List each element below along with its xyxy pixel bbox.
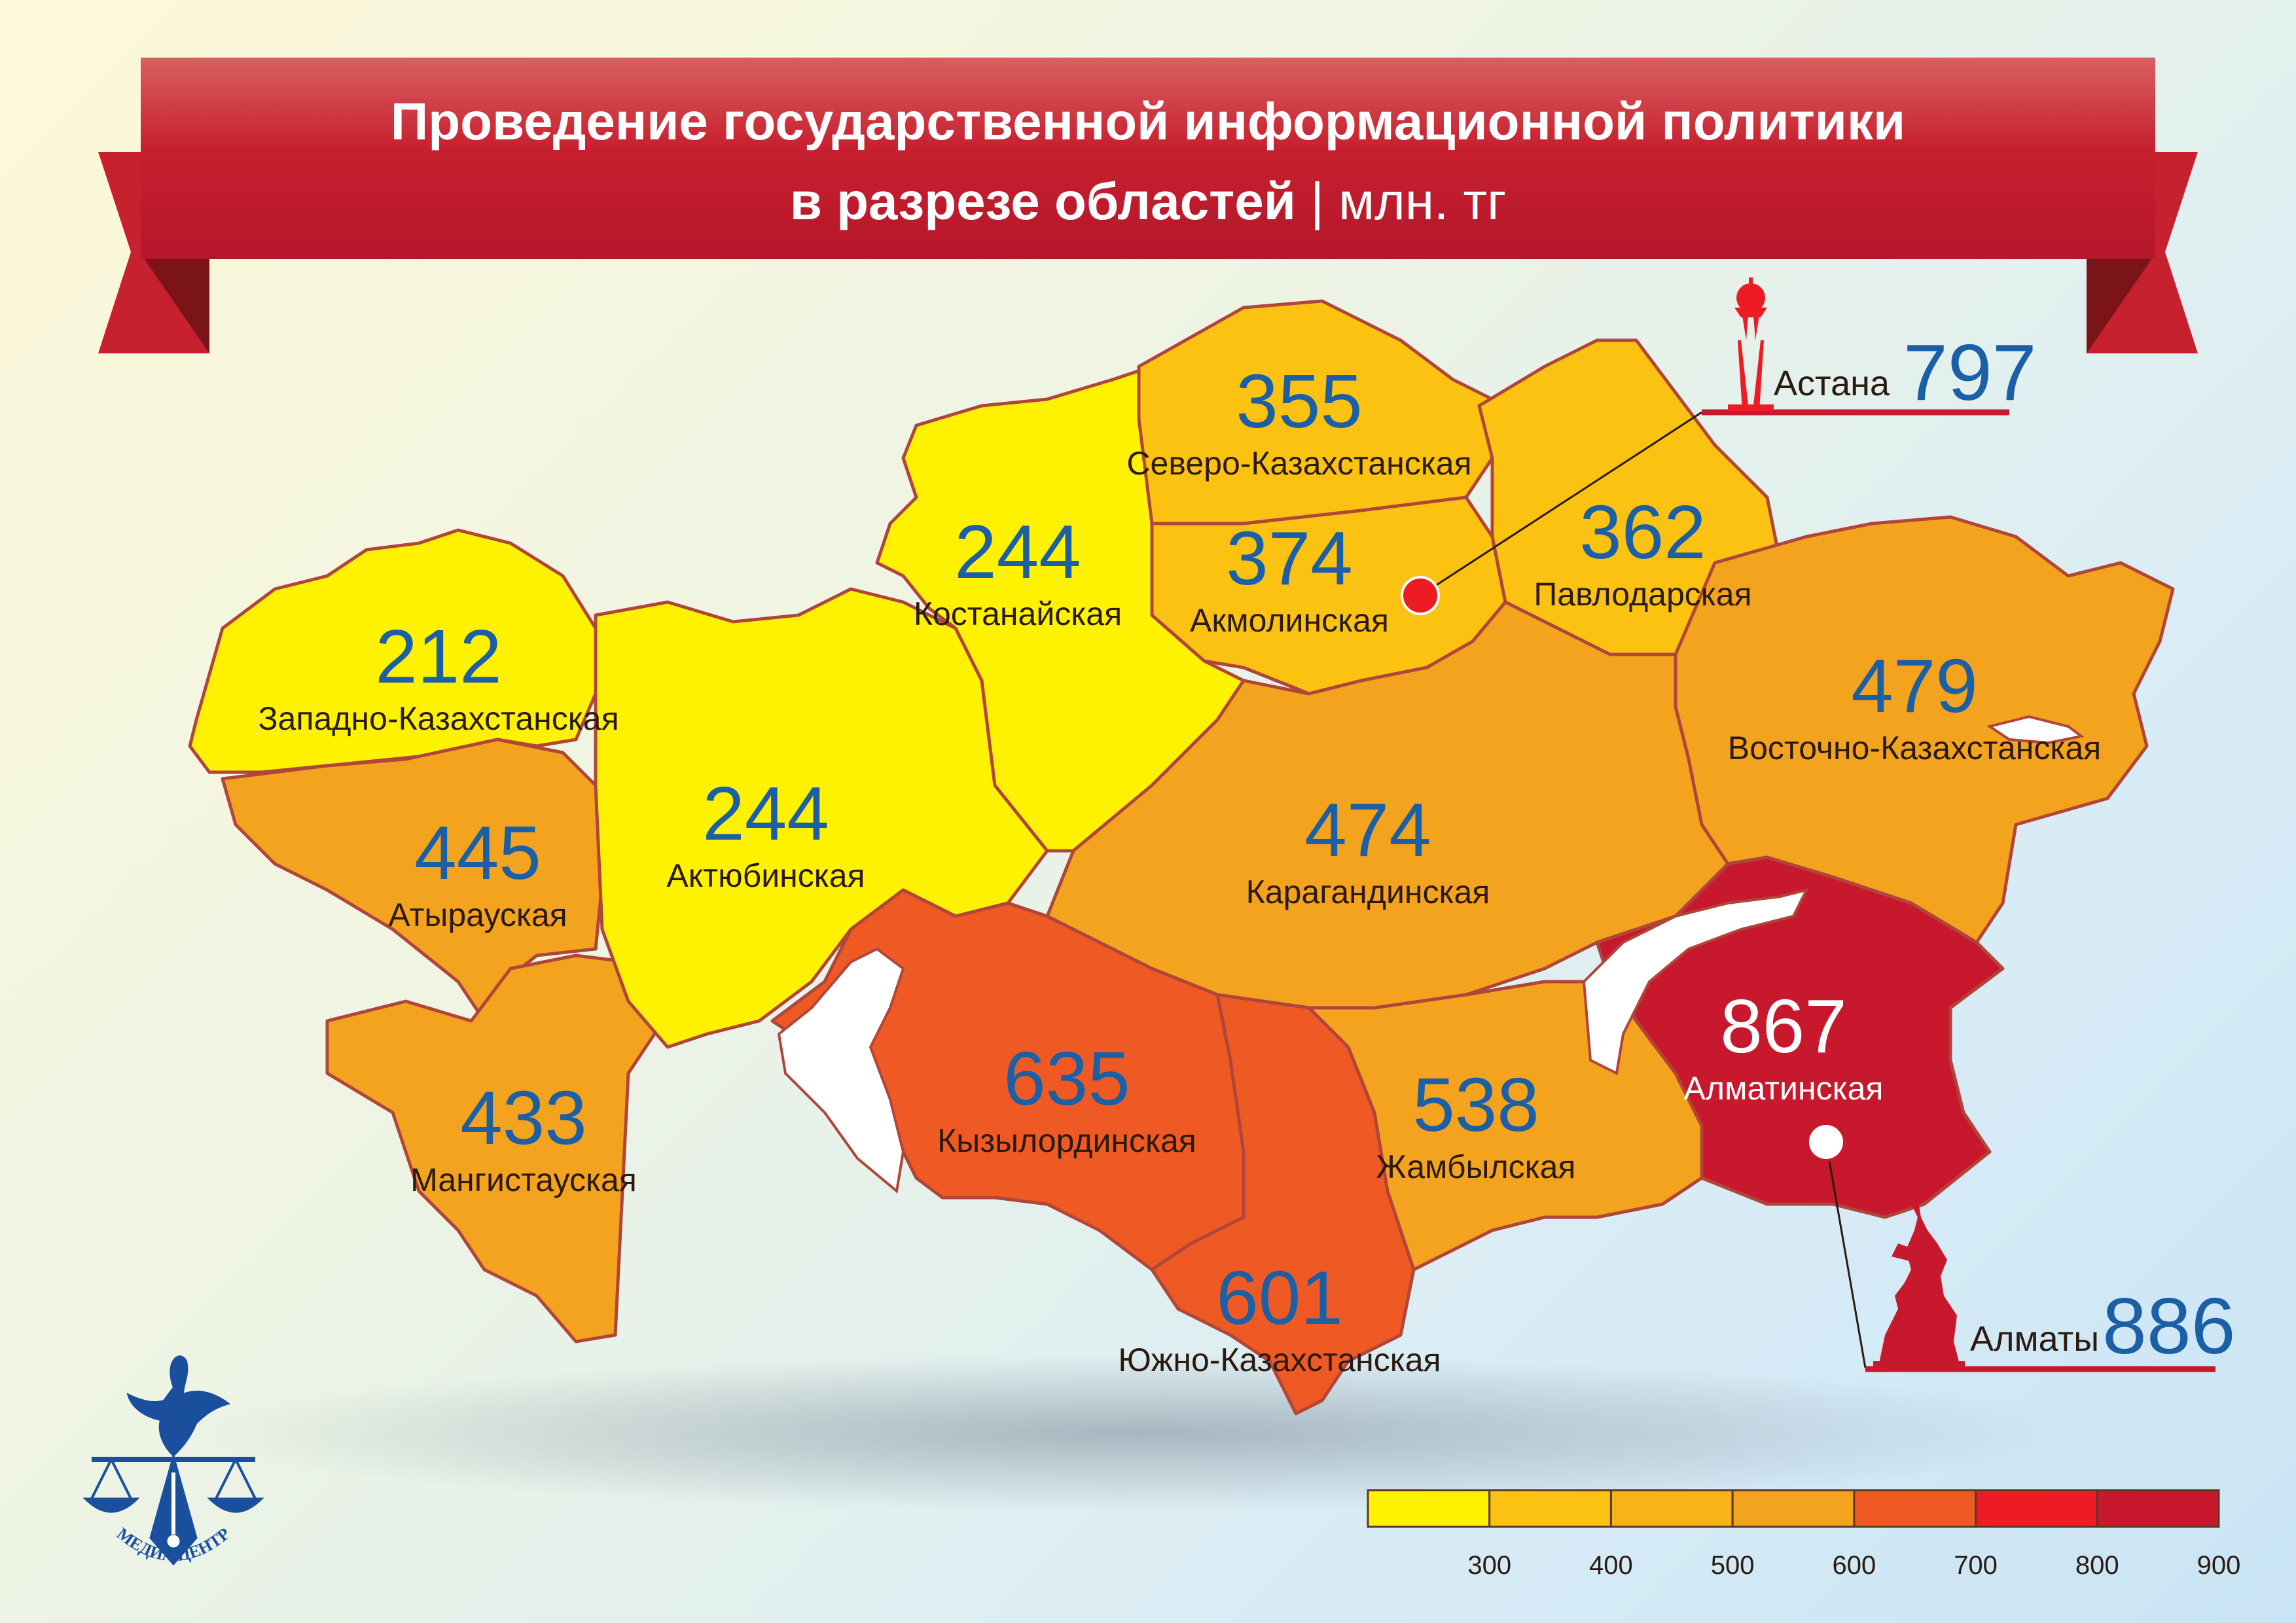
region-name: Алматинская xyxy=(1683,1070,1884,1107)
region-value: 433 xyxy=(460,1075,587,1160)
legend-tick-label: 500 xyxy=(1710,1551,1755,1580)
dove-scales-logo-icon: МЕДИА ЦЕНТР xyxy=(82,1355,264,1566)
astana-leader-line xyxy=(1420,411,1702,597)
region-name: Восточно-Казахстанская xyxy=(1727,730,2102,766)
region-name: Павлодарская xyxy=(1534,576,1752,613)
almaty-marker[interactable] xyxy=(1806,1122,1846,1162)
region-name: Кызылординская xyxy=(937,1122,1196,1159)
baiterek-tower-icon xyxy=(1728,277,1774,411)
legend-tick-label: 300 xyxy=(1467,1551,1512,1580)
region-value: 479 xyxy=(1851,643,1978,728)
region-value: 601 xyxy=(1216,1255,1343,1340)
astana-marker[interactable] xyxy=(1401,576,1440,615)
legend-ticks: 300 400 500 600 700 800 900 xyxy=(1365,1551,2240,1590)
astana-name: Астана xyxy=(1774,364,1890,403)
region-name: Карагандинская xyxy=(1246,874,1490,910)
legend-tick-label: 900 xyxy=(2197,1551,2241,1580)
region-name: Жамбылская xyxy=(1376,1149,1576,1185)
legend-swatch xyxy=(2096,1489,2220,1528)
legend-bar xyxy=(1367,1489,2220,1528)
label-severo-kazakhstanskaya: 355 Северо-Казахстанская xyxy=(1126,363,1471,480)
region-almatinskaya[interactable] xyxy=(1595,855,2005,1219)
legend-tick-label: 800 xyxy=(2075,1551,2119,1580)
astana-value: 797 xyxy=(1903,328,2037,417)
label-pavlodarskaya: 362 Павлодарская xyxy=(1534,494,1751,611)
region-value: 374 xyxy=(1226,516,1353,601)
aral-sea-shape xyxy=(777,947,905,1194)
region-value: 867 xyxy=(1720,984,1847,1069)
region-value: 244 xyxy=(702,771,829,856)
legend-swatch xyxy=(1367,1489,1491,1528)
label-karagandinskaya: 474 Карагандинская xyxy=(1246,792,1490,908)
almaty-name: Алматы xyxy=(1970,1319,2100,1359)
region-name: Актюбинская xyxy=(666,857,865,894)
legend-swatch xyxy=(1853,1489,1977,1528)
region-value: 635 xyxy=(1003,1036,1130,1121)
label-kostanayskaya: 244 Костанайская xyxy=(914,514,1122,630)
region-name: Акмолинская xyxy=(1190,602,1389,639)
label-almatinskaya: 867 Алматинская xyxy=(1684,988,1884,1105)
title-line-2: в разрезе областей | млн. тг xyxy=(0,171,2296,232)
region-name: Мангистауская xyxy=(410,1162,637,1198)
map-shadow xyxy=(190,1355,2088,1512)
title-ribbon xyxy=(98,58,2198,353)
almaty-value: 886 xyxy=(2102,1281,2236,1370)
legend-swatch xyxy=(1731,1489,1856,1528)
color-legend xyxy=(1365,1489,2222,1528)
legend-tick-label: 600 xyxy=(1832,1551,1876,1580)
zaysan-lake-shape xyxy=(1986,715,2085,745)
golden-man-statue-icon xyxy=(1873,1198,1965,1368)
region-value: 474 xyxy=(1304,787,1431,872)
label-akmolinskaya: 374 Акмолинская xyxy=(1190,520,1389,637)
label-kyzylordinskaya: 635 Кызылординская xyxy=(937,1041,1196,1157)
region-value: 362 xyxy=(1579,490,1706,575)
region-value: 355 xyxy=(1236,359,1363,444)
region-value: 538 xyxy=(1412,1062,1539,1147)
legend-tick-label: 400 xyxy=(1589,1551,1633,1580)
title-unit: млн. тг xyxy=(1338,172,1507,230)
region-mangistauskaya[interactable] xyxy=(325,954,670,1344)
legend-swatch xyxy=(1488,1489,1612,1528)
label-atyrauskaya: 445 Атырауская xyxy=(388,815,567,931)
almaty-leader-line xyxy=(1825,1141,1867,1368)
title-separator: | xyxy=(1295,172,1339,230)
region-name: Атырауская xyxy=(388,897,567,933)
balkhash-lake-shape xyxy=(1582,888,1809,1075)
label-aktyubinskaya: 244 Актюбинская xyxy=(666,776,865,892)
label-zhambylskaya: 538 Жамбылская xyxy=(1376,1067,1576,1183)
region-name: Западно-Казахстанская xyxy=(258,700,619,737)
legend-tick-label: 700 xyxy=(1954,1551,1998,1580)
region-name: Северо-Казахстанская xyxy=(1126,445,1472,482)
region-value: 212 xyxy=(375,614,502,699)
title-main: в разрезе областей xyxy=(789,172,1296,230)
title-line-1: Проведение государственной информационно… xyxy=(390,92,1906,151)
label-mangistauskaya: 433 Мангистауская xyxy=(410,1080,637,1196)
region-value: 445 xyxy=(414,810,541,895)
region-name: Южно-Казахстанская xyxy=(1118,1342,1441,1378)
legend-swatch xyxy=(1609,1489,1734,1528)
label-zapadno-kazakhstanskaya: 212 Западно-Казахстанская xyxy=(258,618,619,735)
region-name: Костанайская xyxy=(913,596,1122,632)
label-vostochno-kazakhstanskaya: 479 Восточно-Казахстанская xyxy=(1728,648,2101,764)
region-value: 244 xyxy=(954,509,1081,594)
label-yuzhno-kazakhstanskaya: 601 Южно-Казахстанская xyxy=(1118,1260,1441,1376)
legend-swatch xyxy=(1975,1489,2098,1528)
